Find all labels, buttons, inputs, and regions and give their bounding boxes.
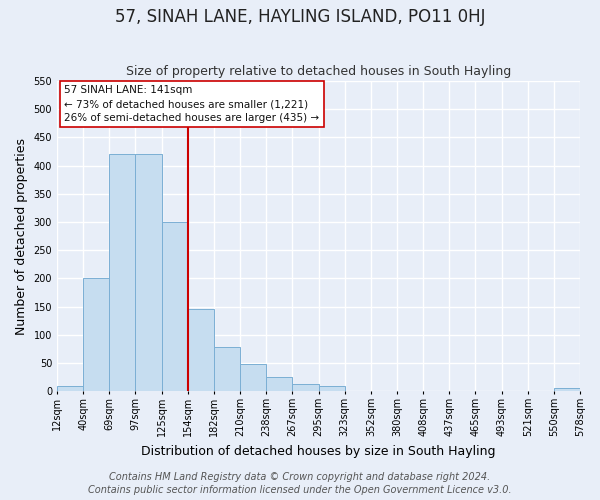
Bar [161,222,188,391]
Bar [57,386,83,391]
Bar [554,388,580,391]
Bar [292,384,319,391]
Bar [109,154,136,391]
Bar [266,377,292,391]
Bar [214,347,240,391]
Bar [136,154,161,391]
Text: 57 SINAH LANE: 141sqm
← 73% of detached houses are smaller (1,221)
26% of semi-d: 57 SINAH LANE: 141sqm ← 73% of detached … [64,85,319,123]
Text: 57, SINAH LANE, HAYLING ISLAND, PO11 0HJ: 57, SINAH LANE, HAYLING ISLAND, PO11 0HJ [115,8,485,26]
Title: Size of property relative to detached houses in South Hayling: Size of property relative to detached ho… [126,66,511,78]
X-axis label: Distribution of detached houses by size in South Hayling: Distribution of detached houses by size … [141,444,496,458]
Bar [83,278,109,391]
Bar [240,364,266,391]
Text: Contains HM Land Registry data © Crown copyright and database right 2024.
Contai: Contains HM Land Registry data © Crown c… [88,472,512,495]
Bar [188,310,214,391]
Bar [319,386,344,391]
Y-axis label: Number of detached properties: Number of detached properties [15,138,28,334]
